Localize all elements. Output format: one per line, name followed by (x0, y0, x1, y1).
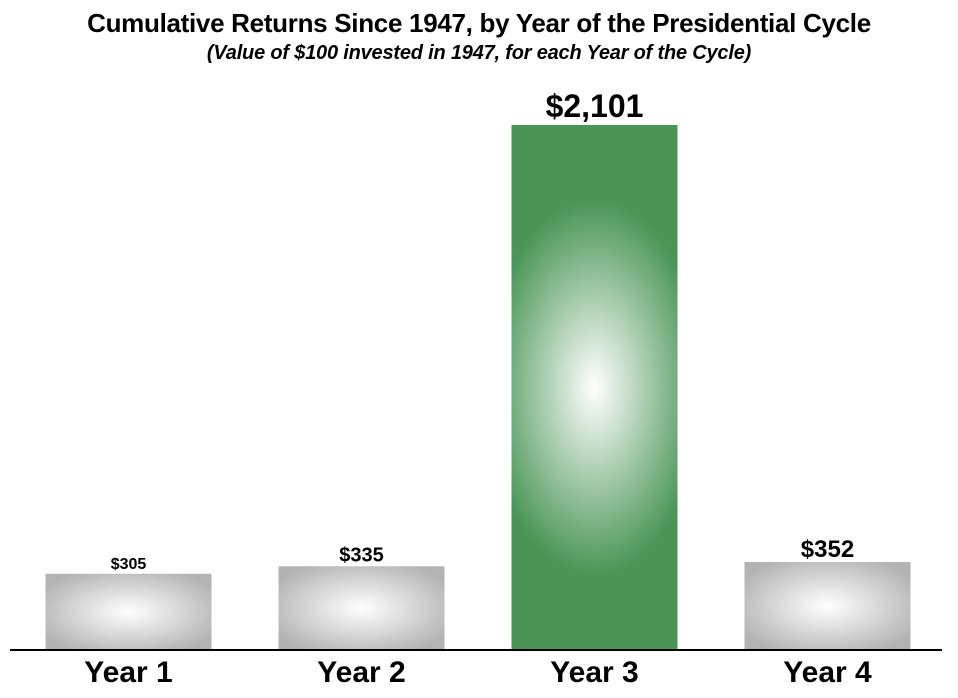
category-label-year-1: Year 1 (84, 656, 172, 689)
bar-year-4 (744, 562, 911, 650)
data-label-year-4: $352 (801, 536, 854, 563)
bar-year-3 (511, 125, 678, 650)
data-label-year-3: $2,101 (546, 88, 644, 124)
category-label-year-3: Year 3 (550, 656, 638, 689)
bar-year-1 (45, 573, 212, 650)
bar-year-2 (278, 566, 445, 650)
chart-title: Cumulative Returns Since 1947, by Year o… (87, 8, 871, 38)
category-label-year-2: Year 2 (317, 656, 405, 689)
chart-subtitle: (Value of $100 invested in 1947, for eac… (206, 42, 752, 64)
category-label-year-4: Year 4 (783, 656, 872, 689)
data-label-year-2: $335 (339, 544, 384, 566)
data-label-year-1: $305 (111, 556, 147, 573)
